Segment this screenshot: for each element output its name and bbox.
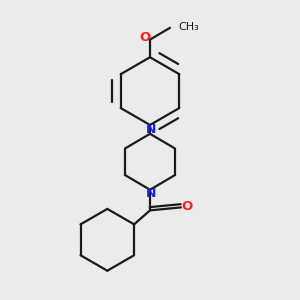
Text: O: O	[140, 31, 151, 44]
Text: N: N	[146, 123, 157, 136]
Text: N: N	[146, 188, 157, 200]
Text: O: O	[182, 200, 193, 213]
Text: CH₃: CH₃	[178, 22, 199, 32]
